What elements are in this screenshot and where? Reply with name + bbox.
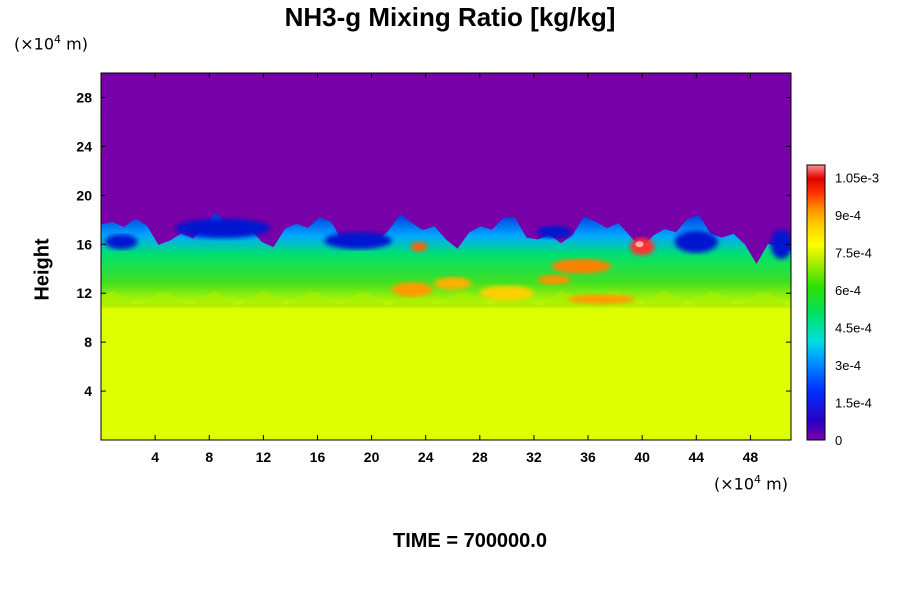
high-value-patch bbox=[391, 282, 433, 297]
colorbar-tick-label: 0 bbox=[835, 433, 842, 448]
colorbar-tick-label: 3e-4 bbox=[835, 358, 861, 373]
x-tick-label: 12 bbox=[256, 449, 272, 465]
colorbar-ticks: 0 1.5e-4 3e-4 4.5e-4 6e-4 7.5e-4 9e-4 1.05e-3 bbox=[835, 171, 879, 449]
peak-patch bbox=[635, 241, 644, 248]
high-value-patch bbox=[433, 277, 472, 290]
x-tick-label: 24 bbox=[418, 449, 434, 465]
y-tick-label: 24 bbox=[76, 138, 92, 154]
x-tick-label: 40 bbox=[634, 449, 650, 465]
y-tick-label: 16 bbox=[76, 236, 92, 252]
low-value-patch bbox=[770, 229, 791, 259]
colorbar-tick-label: 7.5e-4 bbox=[835, 246, 872, 261]
low-value-patch bbox=[536, 225, 572, 239]
low-value-patch bbox=[105, 234, 138, 250]
high-value-patch bbox=[538, 274, 571, 285]
x-tick-label: 8 bbox=[205, 449, 213, 465]
x-tick-label: 20 bbox=[364, 449, 380, 465]
x-tick-label: 16 bbox=[310, 449, 326, 465]
colorbar-tick-label: 4.5e-4 bbox=[835, 321, 872, 336]
colorbar-tick-label: 1.05e-3 bbox=[835, 171, 879, 186]
colorbar-tick-label: 9e-4 bbox=[835, 208, 861, 223]
y-axis-ticks: 4 8 12 16 20 24 28 bbox=[76, 89, 791, 399]
x-tick-label: 44 bbox=[689, 449, 705, 465]
low-value-patch bbox=[324, 232, 392, 250]
colorbar bbox=[806, 164, 826, 441]
lower-region bbox=[101, 305, 791, 440]
mixing-transition bbox=[101, 290, 791, 308]
x-tick-label: 36 bbox=[580, 449, 596, 465]
colorbar-tick-label: 1.5e-4 bbox=[835, 396, 872, 411]
colorbar-tick-label: 6e-4 bbox=[835, 283, 861, 298]
chart-title: NH3-g Mixing Ratio [kg/kg] bbox=[284, 2, 616, 32]
x-tick-label: 28 bbox=[472, 449, 488, 465]
high-value-patch bbox=[551, 258, 612, 274]
x-tick-label: 32 bbox=[526, 449, 542, 465]
y-axis-unit: (×104 m) bbox=[14, 33, 88, 54]
low-value-patch bbox=[674, 230, 718, 253]
y-tick-label: 4 bbox=[84, 383, 92, 399]
y-tick-label: 12 bbox=[76, 285, 92, 301]
time-footer: TIME = 700000.0 bbox=[393, 530, 547, 552]
x-tick-label: 4 bbox=[151, 449, 159, 465]
y-tick-label: 20 bbox=[76, 187, 92, 203]
high-value-patch bbox=[630, 238, 655, 256]
high-value-patch bbox=[410, 241, 428, 252]
y-tick-label: 8 bbox=[84, 334, 92, 350]
x-axis-ticks: 4 8 12 16 20 24 28 32 36 40 44 48 bbox=[151, 73, 758, 465]
y-tick-label: 28 bbox=[76, 89, 92, 105]
x-axis-unit: (×104 m) bbox=[714, 473, 788, 494]
plot-frame bbox=[100, 72, 792, 441]
high-value-patch bbox=[479, 285, 534, 301]
heatmap-field bbox=[101, 73, 791, 440]
x-tick-label: 48 bbox=[743, 449, 759, 465]
high-value-patch bbox=[567, 294, 636, 305]
mixing-layer bbox=[101, 212, 791, 306]
low-value-patch bbox=[175, 218, 271, 239]
